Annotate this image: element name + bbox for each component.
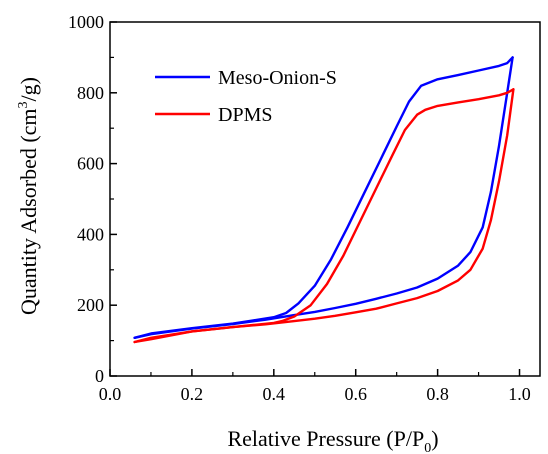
series-dpms-adsorption-line — [133, 88, 515, 344]
x-axis-label-subscript: 0 — [424, 441, 431, 454]
x-axis-label: Relative Pressure (P/P0) — [227, 426, 438, 454]
x-tick-label: 0.4 — [263, 384, 286, 404]
series-meso-onion-s-desorption-line — [133, 56, 514, 339]
series-meso-onion-s-adsorption-line — [133, 56, 514, 339]
y-axis-label-superscript: 3 — [16, 101, 31, 108]
legend-label-dpms: DPMS — [218, 104, 272, 126]
y-axis-ticks: 0 200 400 600 800 1000 — [68, 12, 117, 386]
y-tick-label: 800 — [77, 83, 104, 103]
x-tick-label: 0.0 — [99, 384, 122, 404]
x-axis-ticks: 0.0 0.2 0.4 0.6 0.8 1.0 — [99, 369, 531, 404]
x-tick-label: 0.2 — [181, 384, 204, 404]
y-axis-label: Quantity Adsorbed (cm3/g) — [16, 77, 41, 315]
series-layer — [133, 56, 515, 344]
y-tick-label: 600 — [77, 154, 104, 174]
y-tick-label: 0 — [95, 366, 104, 386]
legend: Meso-Onion-S DPMS — [155, 67, 337, 126]
y-tick-label: 1000 — [68, 12, 104, 32]
legend-label-meso-onion-s: Meso-Onion-S — [218, 67, 337, 89]
x-tick-label: 1.0 — [508, 384, 531, 404]
series-dpms-desorption-line — [133, 88, 515, 344]
y-tick-label: 200 — [77, 295, 104, 315]
y-tick-label: 400 — [77, 224, 104, 244]
x-tick-label: 0.8 — [426, 384, 449, 404]
x-tick-label: 0.6 — [344, 384, 367, 404]
